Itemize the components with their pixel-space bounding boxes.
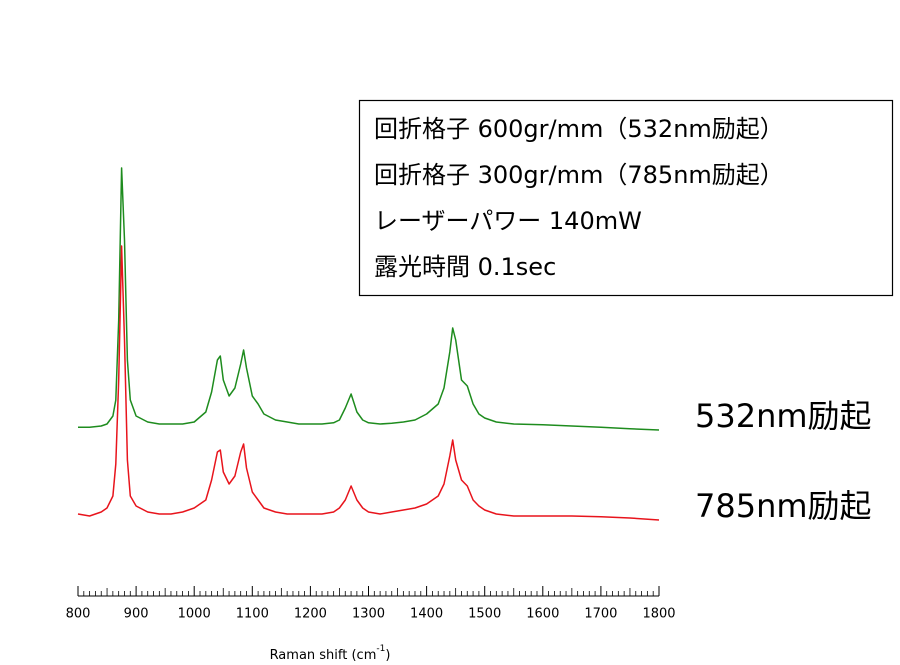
annotation: 回折格子 600gr/mm（532nm励起） — [374, 115, 784, 143]
x-tick-label: 1300 — [352, 607, 385, 622]
x-tick-label: 900 — [124, 607, 149, 622]
x-tick-label: 1800 — [642, 607, 675, 622]
series-label: 532nm励起 — [695, 397, 872, 435]
spectrum-line — [78, 167, 660, 431]
spectrum-line — [77, 245, 660, 521]
x-tick-label: 1700 — [584, 607, 617, 622]
series-label: 785nm励起 — [695, 487, 872, 525]
x-label-close: ) — [385, 648, 390, 663]
x-tick-label: 1400 — [410, 607, 443, 622]
x-tick-label: 1000 — [178, 607, 211, 622]
x-tick-label: 1200 — [294, 607, 327, 622]
x-label-text: Raman shift (cm — [270, 648, 377, 663]
x-label-sup: -1 — [376, 644, 385, 654]
annotation: 回折格子 300gr/mm（785nm励起） — [374, 161, 784, 189]
annotation: レーザーパワー 140mW — [374, 207, 642, 235]
x-tick-label: 1500 — [468, 607, 501, 622]
annotation: 露光時間 0.1sec — [374, 253, 556, 281]
x-tick-label: 1600 — [526, 607, 559, 622]
x-tick-label: 800 — [66, 607, 91, 622]
annotation-box — [358, 99, 894, 297]
x-axis-label: Raman shift (cm-1) — [270, 644, 391, 663]
x-tick-label: 1100 — [236, 607, 269, 622]
